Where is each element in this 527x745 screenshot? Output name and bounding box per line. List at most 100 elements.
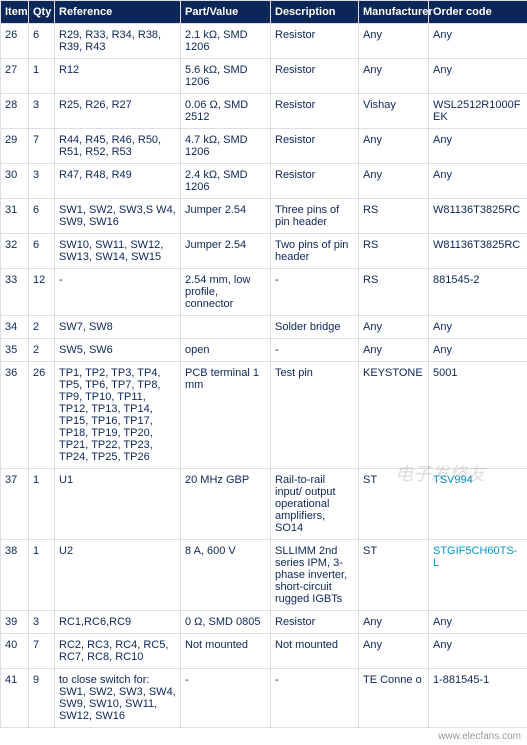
cell-qty: 12 — [29, 269, 55, 316]
table-row: 3312-2.54 mm, low profile, connector-RS8… — [1, 269, 527, 316]
cell-part: PCB terminal 1 mm — [181, 362, 271, 469]
cell-part: 2.1 kΩ, SMD 1206 — [181, 24, 271, 59]
table-row: 381U28 A, 600 VSLLIMM 2nd series IPM, 3-… — [1, 540, 527, 611]
cell-manufacturer: Any — [359, 316, 429, 339]
cell-item: 30 — [1, 164, 29, 199]
cell-part — [181, 316, 271, 339]
cell-reference: RC1,RC6,RC9 — [55, 611, 181, 634]
cell-part: 4.7 kΩ, SMD 1206 — [181, 129, 271, 164]
cell-reference: R44, R45, R46, R50, R51, R52, R53 — [55, 129, 181, 164]
cell-qty: 9 — [29, 669, 55, 728]
cell-manufacturer: RS — [359, 234, 429, 269]
cell-order: Any — [429, 129, 527, 164]
cell-part: 5.6 kΩ, SMD 1206 — [181, 59, 271, 94]
cell-qty: 6 — [29, 199, 55, 234]
cell-item: 26 — [1, 24, 29, 59]
cell-qty: 1 — [29, 540, 55, 611]
table-row: 407RC2, RC3, RC4, RC5, RC7, RC8, RC10Not… — [1, 634, 527, 669]
cell-reference: SW5, SW6 — [55, 339, 181, 362]
cell-description: Rail-to-rail input/ output operational a… — [271, 469, 359, 540]
cell-description: Resistor — [271, 164, 359, 199]
table-row: 3626TP1, TP2, TP3, TP4, TP5, TP6, TP7, T… — [1, 362, 527, 469]
cell-order: WSL2512R1000FEK — [429, 94, 527, 129]
cell-manufacturer: Any — [359, 611, 429, 634]
cell-order: 1-881545-1 — [429, 669, 527, 728]
cell-qty: 3 — [29, 164, 55, 199]
cell-item: 32 — [1, 234, 29, 269]
col-item: Item — [1, 1, 29, 24]
cell-description: - — [271, 669, 359, 728]
table-row: 371U120 MHz GBPRail-to-rail input/ outpu… — [1, 469, 527, 540]
cell-item: 36 — [1, 362, 29, 469]
cell-order: Any — [429, 339, 527, 362]
table-body: 26 6 R29, R33, R34, R38, R39, R432.1 kΩ, S… — [1, 24, 527, 728]
cell-item: 33 — [1, 269, 29, 316]
cell-order: STGIF5CH60TS-L — [429, 540, 527, 611]
cell-description: Resistor — [271, 24, 359, 59]
table-row: 326SW10, SW11, SW12, SW13, SW14, SW15Jum… — [1, 234, 527, 269]
cell-part: - — [181, 669, 271, 728]
table-row: 342SW7, SW8Solder bridgeAnyAny — [1, 316, 527, 339]
table-row: 303R47, R48, R492.4 kΩ, SMD 1206Resistor… — [1, 164, 527, 199]
bom-table: Item Qty Reference Part/Value Descriptio… — [0, 0, 527, 728]
cell-part: 0.06 Ω, SMD 2512 — [181, 94, 271, 129]
cell-item: 31 — [1, 199, 29, 234]
cell-reference: R25, R26, R27 — [55, 94, 181, 129]
col-manufacturer: Manufacturer — [359, 1, 429, 24]
cell-description: Resistor — [271, 611, 359, 634]
cell-manufacturer: ST — [359, 540, 429, 611]
cell-order: W81136T3825RC — [429, 234, 527, 269]
cell-description: Solder bridge — [271, 316, 359, 339]
cell-order: TSV994 — [429, 469, 527, 540]
cell-description: - — [271, 269, 359, 316]
cell-description: Not mounted — [271, 634, 359, 669]
cell-item: 37 — [1, 469, 29, 540]
cell-order: Any — [429, 59, 527, 94]
table-row: 297R44, R45, R46, R50, R51, R52, R534.7 … — [1, 129, 527, 164]
cell-qty: 1 — [29, 59, 55, 94]
col-qty: Qty — [29, 1, 55, 24]
cell-part: 0 Ω, SMD 0805 — [181, 611, 271, 634]
cell-item: 40 — [1, 634, 29, 669]
cell-manufacturer: RS — [359, 199, 429, 234]
cell-order: Any — [429, 634, 527, 669]
cell-description: SLLIMM 2nd series IPM, 3-phase inverter,… — [271, 540, 359, 611]
cell-description: Resistor — [271, 129, 359, 164]
col-order: Order code — [429, 1, 527, 24]
cell-part: 8 A, 600 V — [181, 540, 271, 611]
cell-item: 29 — [1, 129, 29, 164]
cell-part: 2.54 mm, low profile, connector — [181, 269, 271, 316]
cell-description: - — [271, 339, 359, 362]
cell-order: Any — [429, 316, 527, 339]
cell-reference: R12 — [55, 59, 181, 94]
table-row: 419to close switch for: SW1, SW2, SW3, S… — [1, 669, 527, 728]
cell-reference: SW1, SW2, SW3,S W4, SW9, SW16 — [55, 199, 181, 234]
cell-reference: R29, R33, R34, R38, R39, R43 — [55, 24, 181, 59]
cell-manufacturer: ST — [359, 469, 429, 540]
cell-order: Any — [429, 164, 527, 199]
cell-item: 41 — [1, 669, 29, 728]
cell-reference: R47, R48, R49 — [55, 164, 181, 199]
table-row: 352SW5, SW6open-AnyAny — [1, 339, 527, 362]
cell-item: 38 — [1, 540, 29, 611]
col-part: Part/Value — [181, 1, 271, 24]
cell-part: 2.4 kΩ, SMD 1206 — [181, 164, 271, 199]
cell-description: Three pins of pin header — [271, 199, 359, 234]
cell-part: Not mounted — [181, 634, 271, 669]
table-row: 283R25, R26, R270.06 Ω, SMD 2512Resistor… — [1, 94, 527, 129]
cell-qty: 3 — [29, 94, 55, 129]
cell-part: Jumper 2.54 — [181, 234, 271, 269]
cell-reference: U2 — [55, 540, 181, 611]
cell-qty: 7 — [29, 634, 55, 669]
cell-manufacturer: Any — [359, 59, 429, 94]
cell-qty: 2 — [29, 339, 55, 362]
cell-reference: U1 — [55, 469, 181, 540]
footer-url: www.elecfans.com — [0, 728, 527, 745]
cell-reference: RC2, RC3, RC4, RC5, RC7, RC8, RC10 — [55, 634, 181, 669]
cell-part: open — [181, 339, 271, 362]
cell-manufacturer: Any — [359, 634, 429, 669]
cell-manufacturer: TE Conne o — [359, 669, 429, 728]
cell-description: Test pin — [271, 362, 359, 469]
cell-reference: SW7, SW8 — [55, 316, 181, 339]
cell-item: 27 — [1, 59, 29, 94]
